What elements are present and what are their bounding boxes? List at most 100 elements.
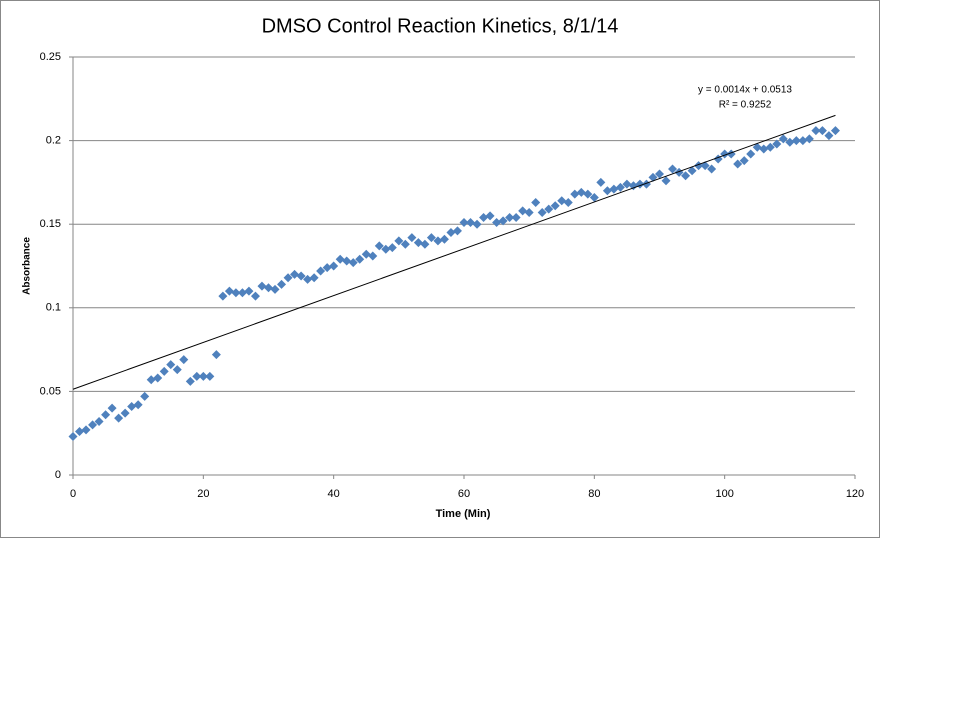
y-axis-label: Absorbance: [22, 237, 33, 295]
x-tick-label: 80: [588, 488, 600, 500]
data-point: [166, 360, 176, 370]
x-tick-label: 100: [715, 488, 733, 500]
x-axis-label: Time (Min): [436, 508, 491, 520]
data-point: [75, 427, 85, 437]
data-point: [277, 279, 287, 289]
data-point: [153, 373, 163, 383]
data-point: [211, 350, 221, 360]
data-point: [759, 144, 769, 154]
data-point: [498, 216, 508, 226]
data-point: [426, 233, 436, 243]
data-point: [413, 238, 423, 248]
data-point: [622, 179, 632, 189]
data-point: [668, 164, 678, 174]
data-point: [791, 136, 801, 146]
data-point: [596, 177, 606, 187]
data-point: [88, 420, 98, 430]
x-tick-label: 0: [70, 488, 76, 500]
data-point: [752, 142, 762, 152]
data-point: [374, 241, 384, 251]
y-tick-label: 0: [55, 469, 61, 481]
data-point: [309, 273, 319, 283]
data-point: [576, 187, 586, 197]
data-point: [237, 288, 247, 298]
data-point: [68, 432, 78, 442]
y-tick-label: 0.15: [40, 218, 61, 230]
data-point: [804, 134, 814, 144]
data-point: [511, 213, 521, 223]
data-point: [120, 408, 130, 418]
data-point: [707, 164, 717, 174]
data-point: [609, 184, 619, 194]
trend-r2: R² = 0.9252: [719, 100, 772, 111]
data-point: [518, 206, 528, 216]
data-point: [537, 207, 547, 217]
x-tick-label: 120: [846, 488, 864, 500]
data-point: [479, 213, 489, 223]
data-point: [355, 254, 365, 264]
y-tick-label: 0.1: [46, 302, 61, 314]
data-point: [772, 139, 782, 149]
data-point: [296, 271, 306, 281]
data-point: [420, 239, 430, 249]
data-point: [394, 236, 404, 246]
data-point: [107, 403, 117, 413]
data-point: [681, 171, 691, 181]
y-tick-label: 0.05: [40, 385, 61, 397]
data-point: [192, 371, 202, 381]
data-point: [127, 401, 137, 411]
data-point: [231, 288, 241, 298]
y-tick-label: 0.25: [40, 51, 61, 63]
data-point: [146, 375, 156, 385]
data-point: [387, 243, 397, 253]
x-tick-label: 60: [458, 488, 470, 500]
data-point: [198, 371, 208, 381]
x-tick-label: 20: [197, 488, 209, 500]
data-point: [641, 179, 651, 189]
data-point: [290, 269, 300, 279]
data-point: [407, 233, 417, 243]
data-point: [550, 201, 560, 211]
data-point: [798, 136, 808, 146]
data-point: [824, 131, 834, 141]
data-point: [439, 234, 449, 244]
data-point: [316, 266, 326, 276]
data-point: [602, 186, 612, 196]
data-point: [524, 207, 534, 217]
data-point: [811, 126, 821, 136]
data-point: [459, 218, 469, 228]
data-point: [628, 181, 638, 191]
data-point: [264, 283, 273, 293]
data-point: [531, 197, 541, 207]
data-point: [485, 211, 495, 221]
data-point: [250, 291, 260, 301]
data-point: [674, 167, 684, 177]
data-point: [544, 204, 554, 214]
data-point: [466, 218, 476, 228]
data-point: [133, 400, 143, 410]
data-point: [94, 416, 104, 426]
chart-frame: [0, 0, 880, 538]
data-point: [830, 126, 840, 136]
data-point: [224, 286, 234, 296]
data-point: [687, 166, 697, 176]
data-point: [615, 182, 625, 192]
data-point: [733, 159, 743, 169]
y-tick-label: 0.2: [46, 135, 61, 147]
data-point: [785, 137, 795, 147]
data-point: [570, 189, 580, 199]
data-point: [270, 284, 280, 294]
trend-equation: y = 0.0014x + 0.0513: [698, 85, 792, 96]
data-point: [446, 228, 456, 238]
data-point: [283, 273, 293, 283]
data-point: [114, 413, 124, 423]
data-point: [348, 258, 358, 268]
data-point: [329, 261, 339, 271]
data-point: [244, 286, 254, 296]
data-point: [400, 239, 410, 249]
data-point: [185, 376, 195, 386]
data-point: [778, 134, 788, 144]
data-point: [159, 366, 169, 376]
